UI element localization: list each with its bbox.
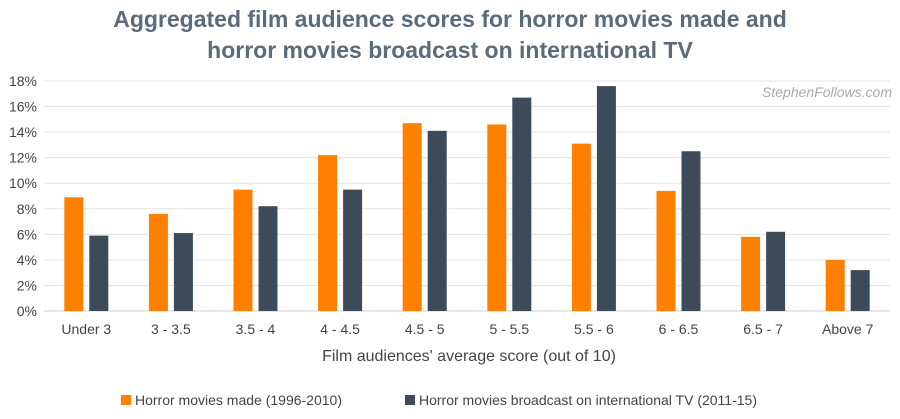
legend: Horror movies made (1996-2010) Horror mov… — [121, 392, 757, 408]
chart-title-line-2: horror movies broadcast on international… — [207, 37, 693, 63]
bars — [64, 86, 870, 312]
x-tick-label: 3 - 3.5 — [151, 321, 191, 337]
bar — [681, 151, 701, 311]
y-tick-label: 8% — [17, 201, 37, 217]
y-axis-ticks: 0% 2% 4% 6% 8% 10% 12% 14% 16% 18% — [9, 73, 37, 319]
bar — [766, 231, 786, 311]
bar — [656, 190, 676, 311]
x-tick-label: 6 - 6.5 — [659, 321, 699, 337]
y-tick-label: 12% — [9, 150, 37, 166]
legend-label: Horror movies made (1996-2010) — [135, 392, 342, 408]
chart-title: Aggregated film audience scores for horr… — [0, 4, 900, 66]
legend-swatch — [121, 395, 131, 405]
bar — [89, 235, 109, 311]
x-axis-ticks: Under 3 3 - 3.5 3.5 - 4 4 - 4.5 4.5 - 5 5 - 5… — [61, 321, 873, 337]
y-tick-label: 4% — [17, 252, 37, 268]
bar — [318, 155, 338, 311]
watermark: StephenFollows.com — [762, 84, 892, 100]
x-tick-label: Under 3 — [61, 321, 111, 337]
bar — [850, 270, 870, 311]
y-tick-label: 2% — [17, 277, 37, 293]
bar — [233, 189, 253, 311]
y-tick-label: 18% — [9, 73, 37, 89]
x-tick-label: 4.5 - 5 — [405, 321, 445, 337]
y-tick-label: 0% — [17, 303, 37, 319]
bar — [487, 124, 507, 311]
bar — [427, 130, 447, 311]
x-tick-label: 5 - 5.5 — [489, 321, 529, 337]
bar — [64, 197, 84, 311]
bar — [173, 233, 193, 311]
x-tick-label: 3.5 - 4 — [236, 321, 276, 337]
bar — [402, 123, 422, 312]
legend-swatch — [405, 395, 415, 405]
y-tick-label: 6% — [17, 226, 37, 242]
bar — [512, 97, 532, 311]
bar — [571, 143, 591, 311]
x-tick-label: Above 7 — [822, 321, 874, 337]
bar — [258, 206, 278, 311]
x-tick-label: 5.5 - 6 — [574, 321, 614, 337]
bar — [148, 213, 168, 311]
y-tick-label: 14% — [9, 124, 37, 140]
bar — [825, 259, 845, 311]
bar — [741, 236, 761, 311]
gridlines — [44, 80, 890, 312]
chart-title-line-1: Aggregated film audience scores for horr… — [113, 6, 787, 32]
bar — [343, 189, 363, 311]
bar — [596, 86, 616, 311]
x-tick-label: 4 - 4.5 — [320, 321, 360, 337]
y-tick-label: 10% — [9, 175, 37, 191]
x-axis-label: Film audiences' average score (out of 10… — [322, 348, 616, 365]
y-tick-label: 16% — [9, 99, 37, 115]
x-tick-label: 6.5 - 7 — [743, 321, 783, 337]
legend-label: Horror movies broadcast on international… — [419, 392, 757, 408]
